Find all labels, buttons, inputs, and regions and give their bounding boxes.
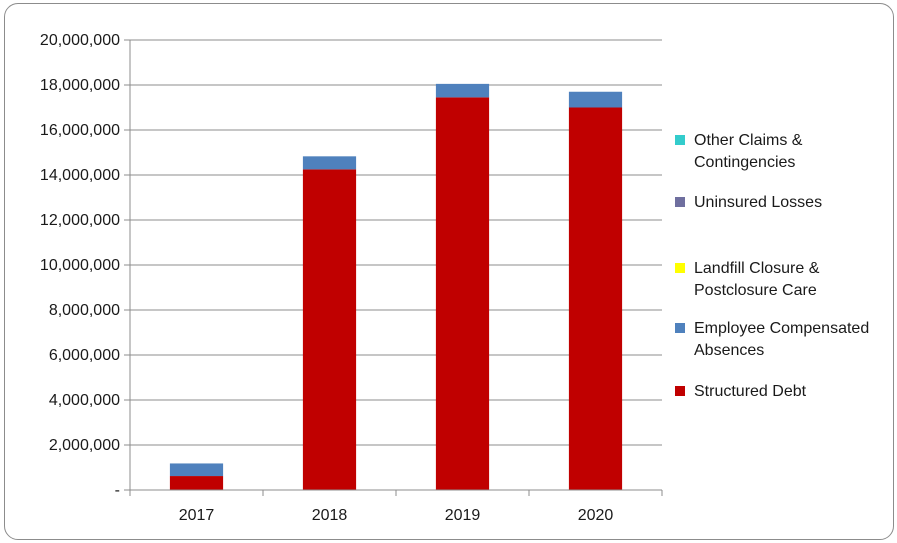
bar-segment-structured-debt-2018 [302, 169, 357, 490]
x-tick-label: 2018 [312, 507, 348, 524]
y-tick-label: 16,000,000 [40, 122, 120, 139]
bar-segment-structured-debt-2020 [568, 107, 623, 490]
legend-item: Structured Debt [675, 381, 894, 403]
legend-swatch [675, 386, 685, 396]
bar-segment-structured-debt-2017 [169, 476, 224, 490]
legend-swatch [675, 323, 685, 333]
axes [124, 39, 663, 496]
x-tick-label: 2020 [578, 507, 614, 524]
bar-segment-structured-debt-2019 [435, 97, 490, 490]
y-tick-label: 6,000,000 [49, 347, 120, 364]
y-tick-label: - [115, 482, 120, 499]
legend-label: Other Claims & Contingencies [694, 132, 803, 171]
bar-stacks [169, 83, 623, 490]
y-tick-label: 12,000,000 [40, 212, 120, 229]
legend-item: Other Claims & Contingencies [675, 130, 894, 174]
y-tick-label: 4,000,000 [49, 392, 120, 409]
x-axis-tick-labels: 2017 2018 2019 2020 [179, 507, 614, 524]
bar-segment-employee-compensated-absences-2017 [169, 463, 224, 477]
x-tick-label: 2017 [179, 507, 215, 524]
legend-item: Landfill Closure & Postclosure Care [675, 258, 894, 302]
legend-swatch [675, 263, 685, 273]
bar-segment-employee-compensated-absences-2019 [435, 83, 490, 98]
legend-item: Employee Compensated Absences [675, 318, 894, 362]
bar-segment-employee-compensated-absences-2018 [302, 156, 357, 170]
legend-label: Landfill Closure & Postclosure Care [694, 260, 820, 299]
y-tick-label: 8,000,000 [49, 302, 120, 319]
y-tick-label: 14,000,000 [40, 167, 120, 184]
legend-label: Structured Debt [694, 383, 807, 400]
bar-segment-employee-compensated-absences-2020 [568, 91, 623, 108]
y-tick-label: 10,000,000 [40, 257, 120, 274]
legend-item: Uninsured Losses [675, 192, 894, 214]
y-tick-label: 20,000,000 [40, 32, 120, 49]
legend-swatch [675, 135, 685, 145]
chart-legend: Other Claims & Contingencies Uninsured Lo… [675, 0, 897, 543]
y-tick-label: 18,000,000 [40, 77, 120, 94]
legend-swatch [675, 197, 685, 207]
legend-label: Employee Compensated Absences [694, 320, 870, 359]
y-axis-tick-labels: - 2,000,000 4,000,000 6,000,000 8,000,000 10,… [40, 32, 120, 499]
legend-label: Uninsured Losses [694, 194, 823, 211]
x-tick-label: 2019 [445, 507, 481, 524]
y-tick-label: 2,000,000 [49, 437, 120, 454]
